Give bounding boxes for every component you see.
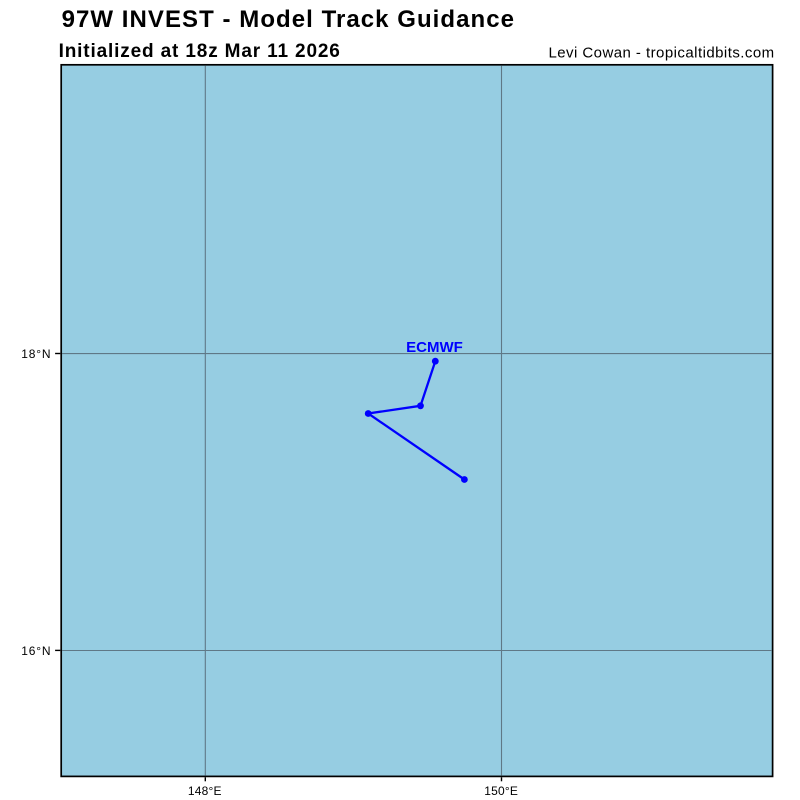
- svg-text:150°E: 150°E: [484, 784, 518, 798]
- svg-text:ECMWF: ECMWF: [406, 339, 463, 356]
- svg-text:16°N: 16°N: [21, 644, 51, 658]
- svg-text:18°N: 18°N: [21, 347, 51, 361]
- svg-text:148°E: 148°E: [188, 784, 222, 798]
- svg-text:Levi Cowan - tropicaltidbits.c: Levi Cowan - tropicaltidbits.com: [548, 44, 774, 61]
- svg-text:97W INVEST - Model Track Guida: 97W INVEST - Model Track Guidance: [62, 6, 515, 33]
- svg-text:Initialized at 18z Mar 11 2026: Initialized at 18z Mar 11 2026: [59, 41, 341, 62]
